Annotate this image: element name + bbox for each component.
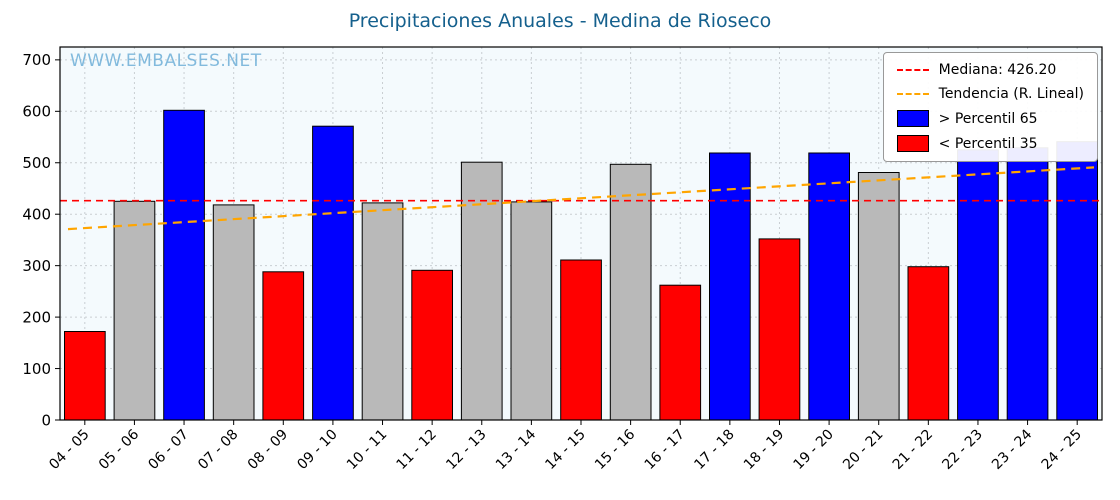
trend-line-sample-icon xyxy=(896,93,929,95)
x-tick-label: 06 - 07 xyxy=(145,427,191,473)
bar-11-12 xyxy=(411,269,453,421)
x-tick-label: 09 - 10 xyxy=(294,427,340,473)
bar-07-08 xyxy=(212,204,255,421)
bar-23-24 xyxy=(1006,147,1049,421)
x-tick-label: 17 - 18 xyxy=(691,427,737,473)
bar-06-07 xyxy=(163,109,205,421)
legend-item-median: Mediana: 426.20 xyxy=(896,62,1084,78)
bar-19-20 xyxy=(808,152,850,421)
legend-label-p35: < Percentil 35 xyxy=(938,135,1038,152)
p65-swatch-icon xyxy=(896,110,929,127)
x-tick-label: 18 - 19 xyxy=(741,427,787,473)
y-tick-label: 200 xyxy=(22,308,51,326)
y-tick-label: 300 xyxy=(22,257,51,275)
x-tick-label: 21 - 22 xyxy=(890,427,936,473)
x-tick-label: 16 - 17 xyxy=(642,427,688,473)
x-tick-label: 20 - 21 xyxy=(840,427,886,473)
x-tick-label: 19 - 20 xyxy=(791,427,837,473)
bar-17-18 xyxy=(709,152,751,421)
x-tick-label: 10 - 11 xyxy=(344,427,390,473)
y-tick-label: 600 xyxy=(22,103,51,121)
median-line-sample-icon xyxy=(896,69,929,71)
x-tick-label: 08 - 09 xyxy=(245,427,291,473)
x-tick-label: 13 - 14 xyxy=(493,426,539,472)
x-tick-label: 22 - 23 xyxy=(939,427,985,473)
trend-line xyxy=(67,166,1095,231)
legend-label-p65: > Percentil 65 xyxy=(938,110,1038,127)
bar-13-14 xyxy=(510,201,553,421)
x-tick-label: 05 - 06 xyxy=(96,426,142,472)
legend-item-trend: Tendencia (R. Lineal) xyxy=(896,86,1084,102)
chart-title: Precipitaciones Anuales - Medina de Rios… xyxy=(348,10,772,32)
legend-item-p35: < Percentil 35 xyxy=(896,135,1084,152)
y-tick-label: 500 xyxy=(22,154,51,172)
bar-09-10 xyxy=(312,125,354,421)
x-tick-label: 24 - 25 xyxy=(1039,427,1085,473)
bar-21-22 xyxy=(907,266,950,421)
x-tick-label: 11 - 12 xyxy=(394,427,440,473)
y-tick-label: 0 xyxy=(41,411,51,429)
bar-20-21 xyxy=(857,172,900,421)
bar-18-19 xyxy=(758,238,801,421)
x-tick-label: 15 - 16 xyxy=(592,426,638,472)
x-tick-label: 07 - 08 xyxy=(195,427,241,473)
x-tick-label: 12 - 13 xyxy=(443,427,489,473)
x-tick-label: 23 - 24 xyxy=(989,426,1035,472)
bar-10-11 xyxy=(361,202,404,421)
bar-08-09 xyxy=(262,271,305,421)
y-tick-label: 700 xyxy=(22,51,51,69)
legend-label-median: Mediana: 426.20 xyxy=(938,62,1057,78)
y-tick-label: 100 xyxy=(22,360,51,378)
bar-16-17 xyxy=(659,284,702,421)
bar-04-05 xyxy=(64,331,106,421)
legend: Mediana: 426.20 Tendencia (R. Lineal) > … xyxy=(882,52,1098,162)
bar-12-13 xyxy=(460,161,503,421)
y-tick-label: 400 xyxy=(22,205,51,223)
bar-22-23 xyxy=(957,149,999,421)
bar-14-15 xyxy=(560,259,602,421)
bar-15-16 xyxy=(609,163,652,421)
bar-24-25 xyxy=(1056,141,1099,421)
legend-item-p65: > Percentil 65 xyxy=(896,110,1084,127)
p35-swatch-icon xyxy=(896,135,929,152)
legend-label-trend: Tendencia (R. Lineal) xyxy=(938,86,1084,102)
watermark: WWW.EMBALSES.NET xyxy=(70,51,262,71)
x-tick-label: 14 - 15 xyxy=(542,427,588,473)
bar-05-06 xyxy=(113,200,156,421)
x-tick-label: 04 - 05 xyxy=(46,427,92,473)
